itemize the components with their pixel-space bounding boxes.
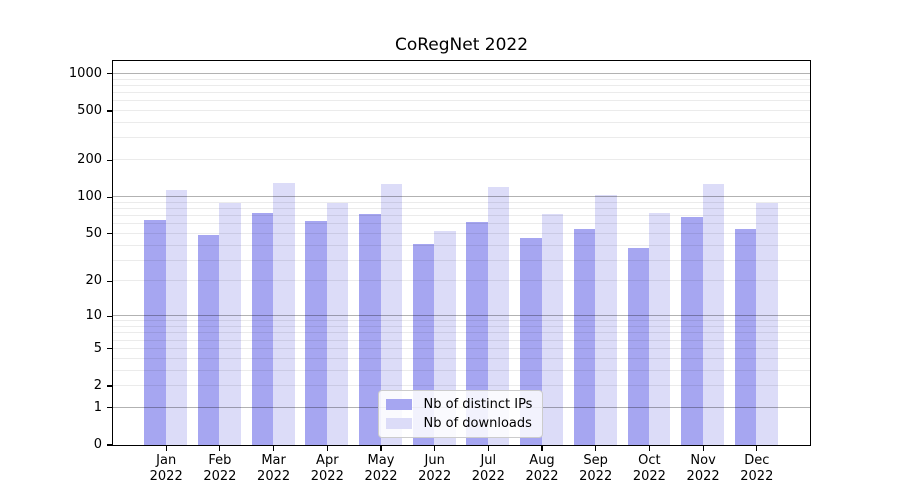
x-tick-label-may: May 2022 bbox=[364, 453, 398, 485]
x-tick-label-dec: Dec 2022 bbox=[740, 453, 774, 485]
x-tick-mark bbox=[326, 446, 328, 451]
x-tick-label-apr: Apr 2022 bbox=[310, 453, 344, 485]
bar-ips-dec bbox=[734, 229, 757, 445]
legend-label-distinct-ips: Nb of distinct IPs bbox=[423, 396, 533, 412]
x-tick-label-jan: Jan 2022 bbox=[149, 453, 183, 485]
bar-ips-mar bbox=[251, 212, 274, 445]
bar-ips-may bbox=[359, 214, 381, 445]
x-tick-label-aug: Aug 2022 bbox=[525, 453, 559, 485]
y-tick-mark bbox=[107, 407, 112, 409]
bar-ips-oct bbox=[627, 247, 649, 445]
y-tick-mark bbox=[107, 196, 112, 198]
bar-ips-jan bbox=[144, 220, 166, 445]
legend-item-downloads: Nb of downloads bbox=[385, 415, 533, 431]
legend-swatch-downloads bbox=[385, 417, 412, 429]
y-tick-mark bbox=[107, 233, 112, 235]
x-tick-mark bbox=[756, 446, 758, 451]
x-tick-label-nov: Nov 2022 bbox=[686, 453, 720, 485]
x-tick-label-jul: Jul 2022 bbox=[471, 453, 505, 485]
y-tick-label-100: 100 bbox=[77, 189, 102, 205]
chart-title: CoRegNet 2022 bbox=[394, 35, 529, 55]
x-tick-label-sep: Sep 2022 bbox=[579, 453, 613, 485]
y-tick-mark bbox=[107, 348, 112, 350]
y-tick-label-20: 20 bbox=[85, 273, 102, 289]
gridline-400 bbox=[112, 122, 810, 123]
y-tick-label-10: 10 bbox=[85, 308, 102, 324]
y-tick-label-200: 200 bbox=[77, 152, 102, 168]
gridline-500 bbox=[112, 110, 810, 111]
bar-ips-nov bbox=[681, 217, 703, 445]
y-tick-label-500: 500 bbox=[77, 103, 102, 118]
legend-item-distinct-ips: Nb of distinct IPs bbox=[385, 396, 533, 412]
x-tick-label-mar: Mar 2022 bbox=[257, 453, 291, 485]
x-tick-mark bbox=[380, 446, 382, 451]
gridline-1000 bbox=[112, 72, 810, 74]
y-tick-label-1000: 1000 bbox=[68, 65, 102, 81]
x-tick-mark bbox=[272, 446, 275, 451]
bar-ips-sep bbox=[573, 229, 596, 445]
x-tick-mark bbox=[219, 446, 221, 451]
plot-area: Nb of distinct IPs Nb of downloads bbox=[111, 59, 811, 446]
bar-downloads-apr bbox=[326, 203, 349, 445]
x-tick-label-feb: Feb 2022 bbox=[203, 453, 237, 485]
x-tick-mark bbox=[702, 446, 704, 451]
bar-downloads-jul bbox=[487, 186, 510, 445]
gridline-300 bbox=[112, 137, 810, 139]
y-tick-mark bbox=[107, 315, 112, 317]
y-tick-mark bbox=[107, 280, 112, 283]
x-tick-mark bbox=[434, 446, 436, 451]
bar-downloads-sep bbox=[595, 194, 617, 445]
legend: Nb of distinct IPs Nb of downloads bbox=[377, 389, 544, 438]
x-tick-label-jun: Jun 2022 bbox=[418, 453, 452, 485]
gridline-800 bbox=[112, 84, 810, 86]
y-tick-mark bbox=[107, 73, 112, 75]
y-tick-label-50: 50 bbox=[85, 225, 102, 241]
gridline-700 bbox=[112, 92, 810, 93]
bar-ips-jul bbox=[466, 221, 488, 445]
gridline-200 bbox=[112, 159, 810, 161]
x-tick-mark bbox=[595, 446, 597, 451]
bar-downloads-dec bbox=[756, 202, 778, 445]
y-tick-mark bbox=[107, 110, 112, 112]
bar-downloads-mar bbox=[273, 183, 295, 445]
x-tick-mark bbox=[165, 446, 167, 451]
y-tick-label-5: 5 bbox=[93, 340, 102, 356]
y-tick-label-2: 2 bbox=[93, 378, 102, 393]
x-tick-mark bbox=[541, 446, 543, 451]
bar-ips-feb bbox=[197, 235, 220, 445]
gridline-600 bbox=[112, 100, 810, 102]
x-tick-mark bbox=[648, 446, 651, 451]
bar-downloads-aug bbox=[541, 214, 563, 445]
bar-downloads-feb bbox=[219, 202, 241, 445]
y-tick-label-1: 1 bbox=[93, 399, 102, 415]
gridline-900 bbox=[112, 78, 810, 80]
bar-downloads-nov bbox=[702, 184, 725, 445]
legend-swatch-distinct-ips bbox=[385, 398, 412, 410]
bar-downloads-oct bbox=[648, 212, 671, 445]
bar-downloads-jan bbox=[165, 189, 188, 445]
bar-ips-apr bbox=[305, 221, 327, 445]
bar-downloads-may bbox=[380, 184, 402, 445]
y-tick-mark bbox=[107, 159, 112, 161]
x-tick-mark bbox=[487, 446, 489, 451]
y-tick-mark bbox=[107, 444, 112, 446]
x-tick-label-oct: Oct 2022 bbox=[632, 453, 666, 485]
y-tick-label-0: 0 bbox=[93, 437, 102, 452]
legend-label-downloads: Nb of downloads bbox=[423, 415, 532, 431]
y-tick-mark bbox=[107, 385, 112, 387]
